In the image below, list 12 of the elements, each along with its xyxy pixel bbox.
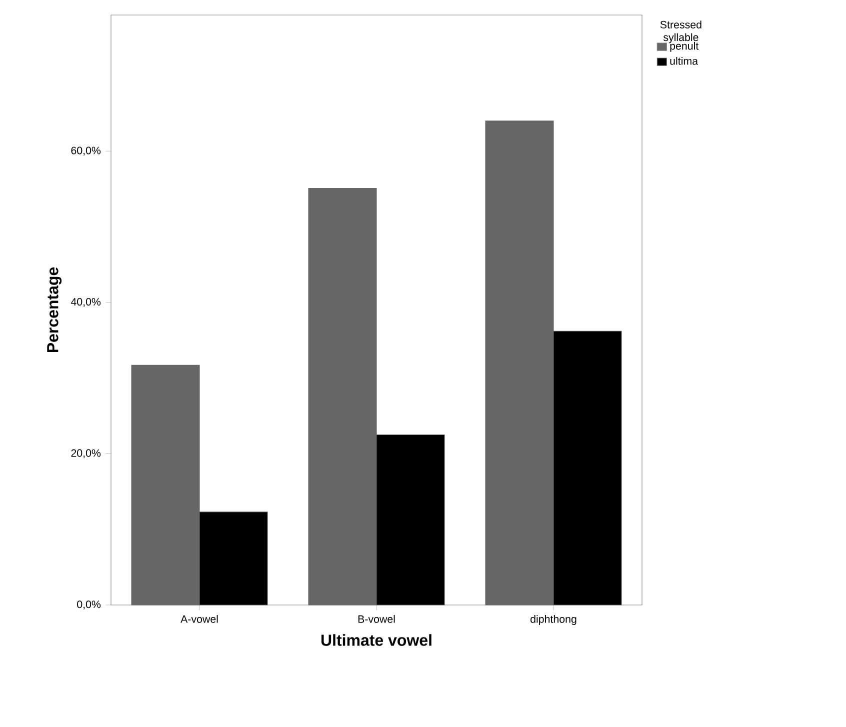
y-tick-label: 0,0%: [77, 600, 101, 610]
x-axis-title: Ultimate vowel: [321, 634, 432, 646]
x-tick-label: A-vowel: [180, 615, 218, 623]
y-tick-label: 20,0%: [71, 449, 101, 458]
legend-label: penult: [670, 42, 699, 52]
y-axis-title: Percentage: [47, 267, 62, 352]
y-tick-label: 60,0%: [71, 146, 101, 156]
legend-label: ultima: [670, 56, 698, 65]
y-tick-label: 40,0%: [70, 298, 101, 307]
x-tick-label: B-vowel: [358, 615, 395, 623]
x-tick-label: diphthong: [530, 615, 576, 625]
legend-title: Stressed syllable: [660, 20, 702, 44]
